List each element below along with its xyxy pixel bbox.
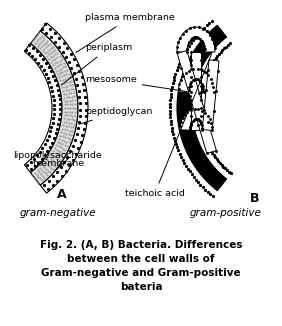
Text: mesosome: mesosome (85, 76, 187, 92)
Polygon shape (202, 60, 219, 130)
Polygon shape (177, 51, 216, 154)
Text: periplasm: periplasm (61, 43, 132, 85)
Polygon shape (30, 31, 78, 185)
Polygon shape (177, 25, 227, 191)
Text: Fig. 2. (A, B) Bacteria. Differences: Fig. 2. (A, B) Bacteria. Differences (40, 240, 242, 250)
Polygon shape (40, 23, 88, 193)
Polygon shape (191, 52, 201, 92)
Polygon shape (180, 109, 212, 130)
Text: teichoic acid: teichoic acid (125, 53, 212, 198)
Text: membrane: membrane (32, 158, 84, 168)
Text: B: B (250, 191, 260, 204)
Text: between the cell walls of: between the cell walls of (67, 254, 215, 264)
Text: gram-negative: gram-negative (20, 208, 97, 218)
Text: A: A (57, 188, 67, 201)
Text: bateria: bateria (120, 282, 162, 292)
Text: peptidoglycan: peptidoglycan (79, 108, 152, 124)
Text: Gram-negative and Gram-positive: Gram-negative and Gram-positive (41, 268, 241, 278)
Polygon shape (24, 43, 62, 172)
Text: plasma membrane: plasma membrane (76, 13, 175, 52)
Polygon shape (179, 69, 213, 92)
Text: gram-positive: gram-positive (190, 208, 262, 218)
Polygon shape (191, 92, 201, 130)
Polygon shape (177, 27, 215, 52)
Text: lipopolysaccharide: lipopolysaccharide (14, 151, 102, 159)
